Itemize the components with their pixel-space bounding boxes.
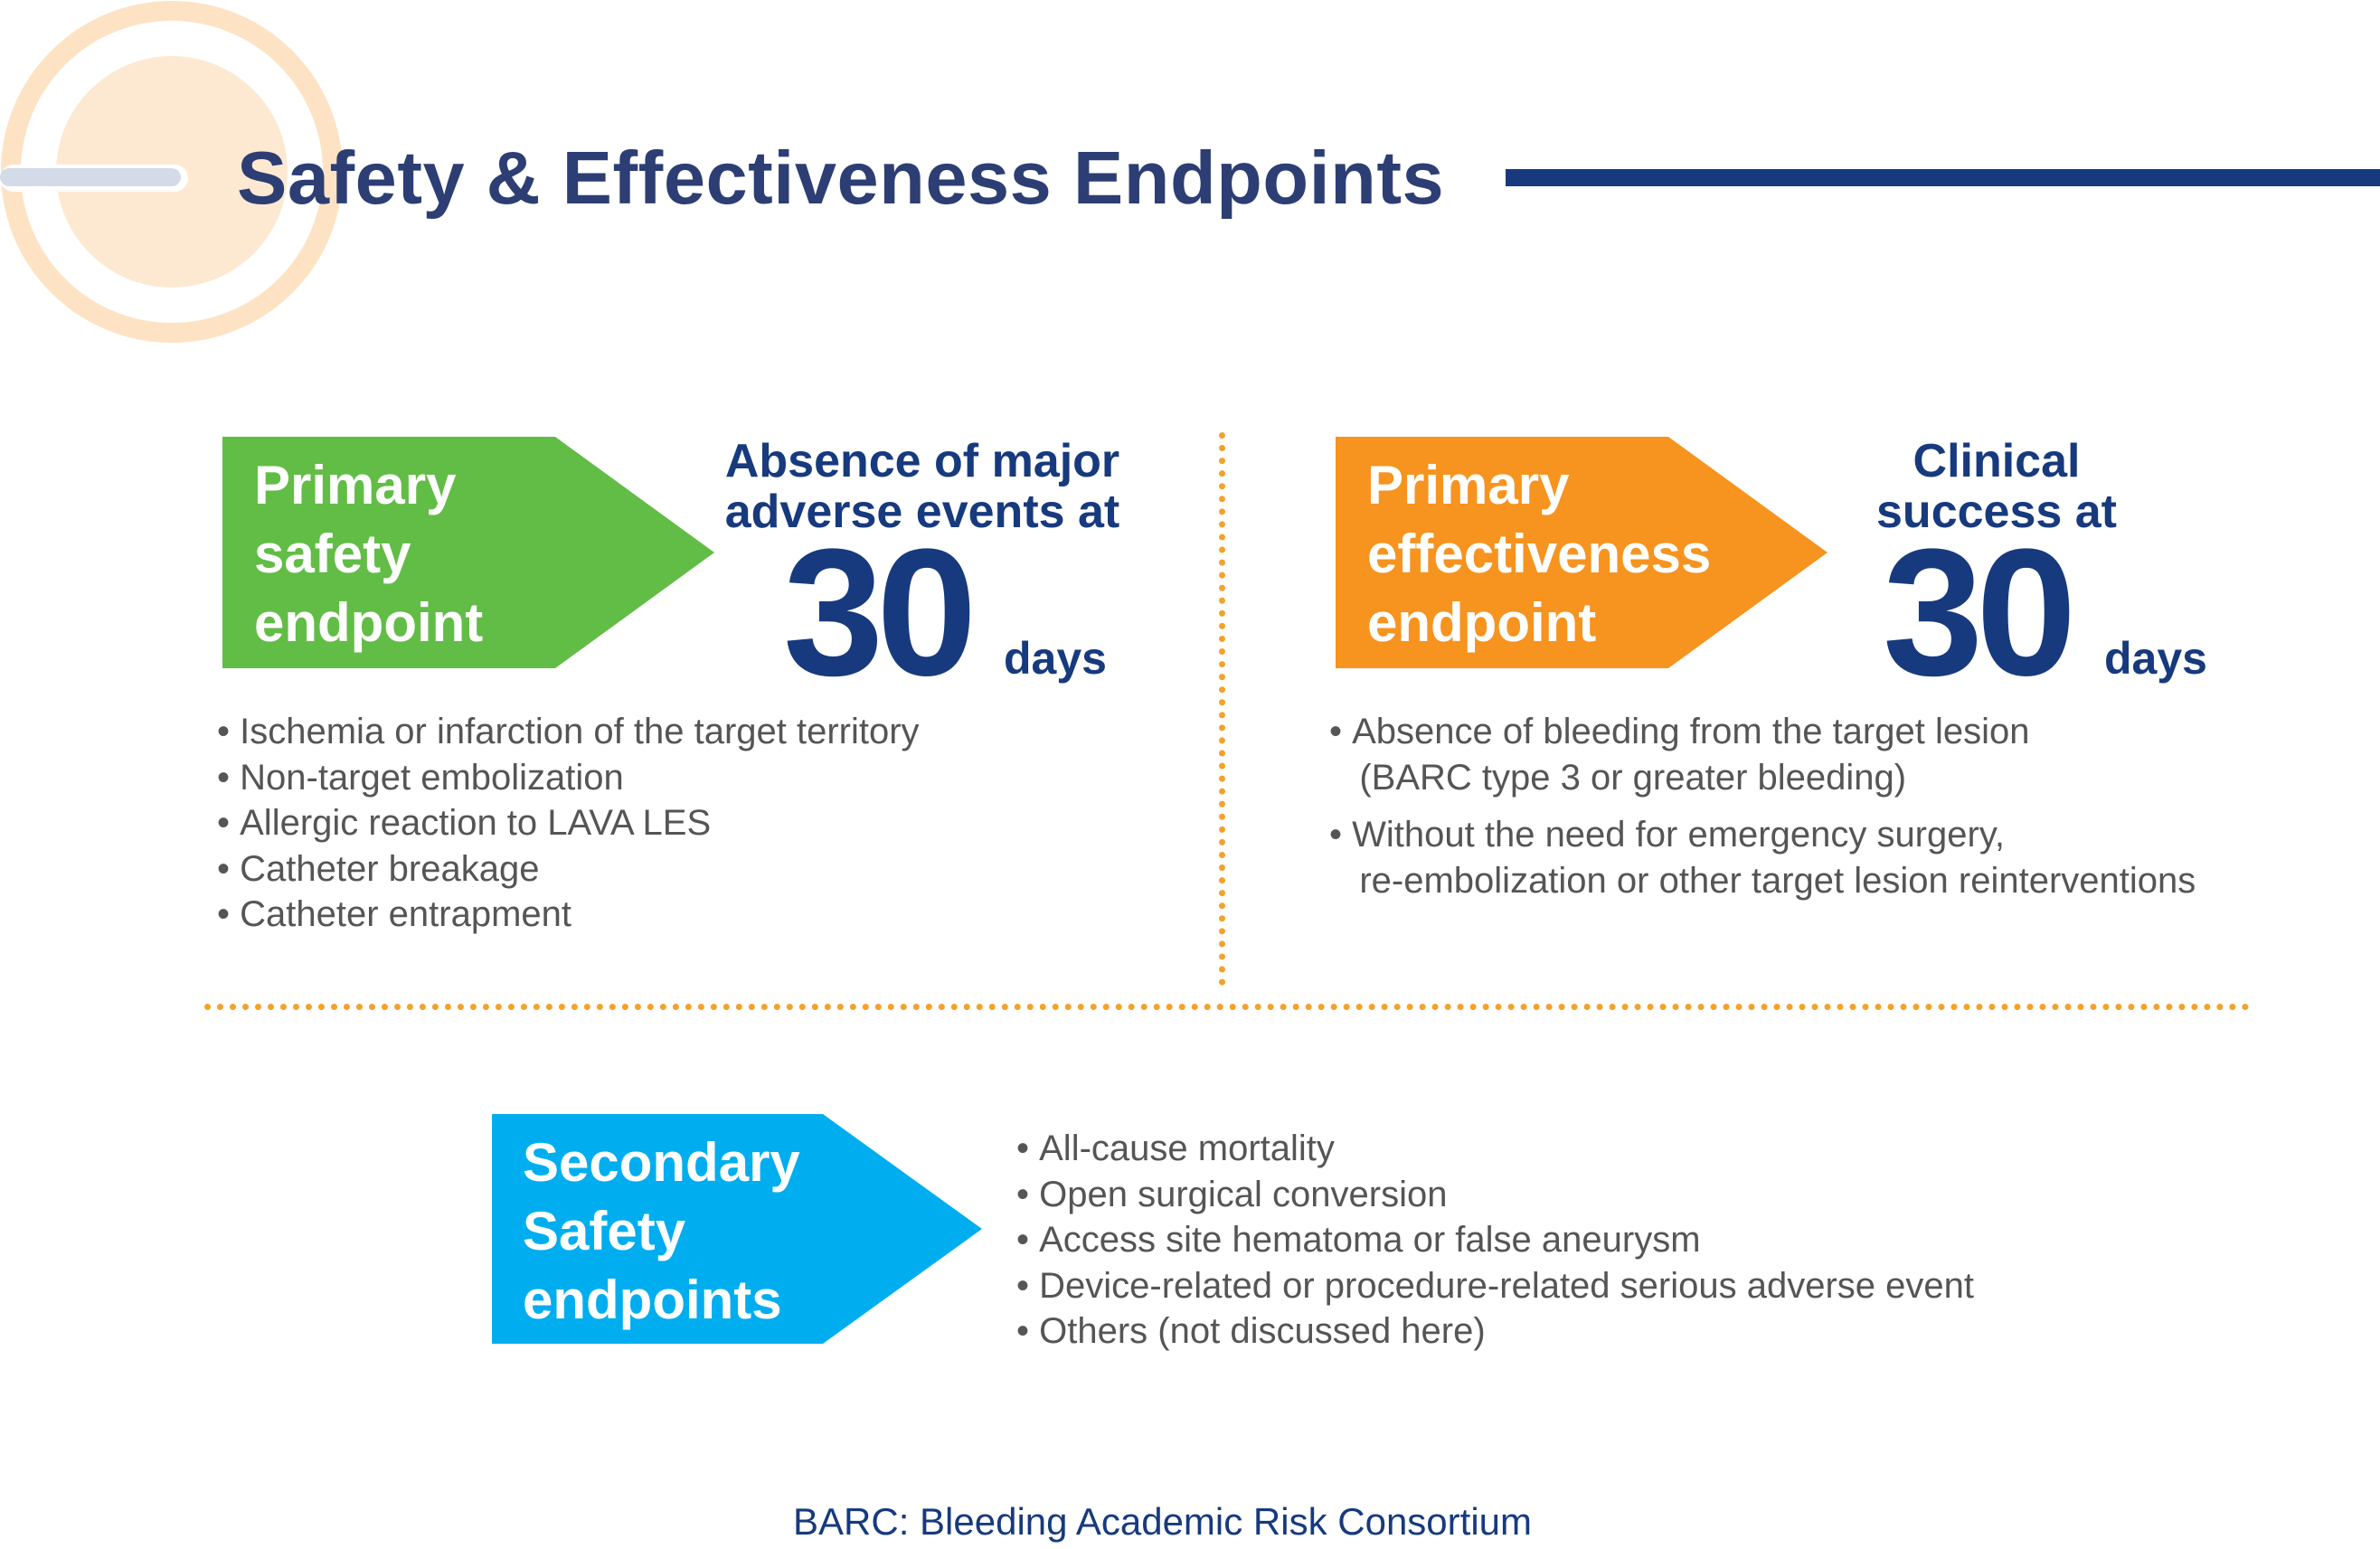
primary-effectiveness-label: Primary effectiveness endpoint <box>1367 455 1712 653</box>
primary-effectiveness-heading: Clinical success at <box>1876 435 2117 538</box>
secondary-safety-bullets: All-cause mortality Open surgical conver… <box>1016 1126 1974 1355</box>
primary-safety-label: Primary safety endpoint <box>254 455 484 653</box>
vertical-dotted-divider <box>1219 432 1225 986</box>
list-item: Non-target embolization <box>217 755 920 801</box>
list-item: Without the need for emergency surgery, <box>1329 812 2196 858</box>
list-item: Absence of bleeding from the target lesi… <box>1329 709 2196 755</box>
list-item-continuation: (BARC type 3 or greater bleeding) <box>1359 757 1907 798</box>
ring-logo-icon <box>0 1 343 343</box>
primary-effectiveness-bullets: Absence of bleeding from the target lesi… <box>1329 709 2196 903</box>
secondary-safety-label: Secondary Safety endpoints <box>523 1132 800 1330</box>
title-rule <box>1506 169 2380 186</box>
list-item: Allergic reaction to LAVA LES <box>217 800 920 846</box>
primary-safety-number: 30 <box>783 512 977 713</box>
primary-effectiveness-number: 30 <box>1883 512 2076 713</box>
list-item: Ischemia or infarction of the target ter… <box>217 709 919 755</box>
list-item: Catheter breakage <box>217 846 920 893</box>
horizontal-dotted-divider <box>204 1004 2250 1010</box>
list-item: Access site hematoma or false aneurysm <box>1016 1217 1974 1263</box>
primary-effectiveness-unit: days <box>2104 633 2207 684</box>
list-item: Device-related or procedure-related seri… <box>1016 1263 1974 1309</box>
primary-safety-unit: days <box>1004 633 1107 684</box>
secondary-safety-arrow <box>492 1114 982 1344</box>
page-title: Safety & Effectiveness Endpoints <box>237 136 1445 220</box>
list-item: All-cause mortality <box>1016 1126 1974 1172</box>
primary-safety-arrow <box>222 437 714 668</box>
list-item-continuation: re-embolization or other target lesion r… <box>1359 860 2196 901</box>
primary-safety-heading: Absence of major adverse events at <box>724 435 1120 538</box>
footnote: BARC: Bleeding Academic Risk Consortium <box>793 1500 1532 1543</box>
list-item: Catheter entrapment <box>217 892 920 938</box>
primary-effectiveness-arrow <box>1336 437 1828 668</box>
list-item: Others (not discussed here) <box>1016 1308 1974 1355</box>
primary-safety-bullets: Ischemia or infarction of the target ter… <box>217 709 920 938</box>
list-item: Open surgical conversion <box>1016 1172 1974 1218</box>
